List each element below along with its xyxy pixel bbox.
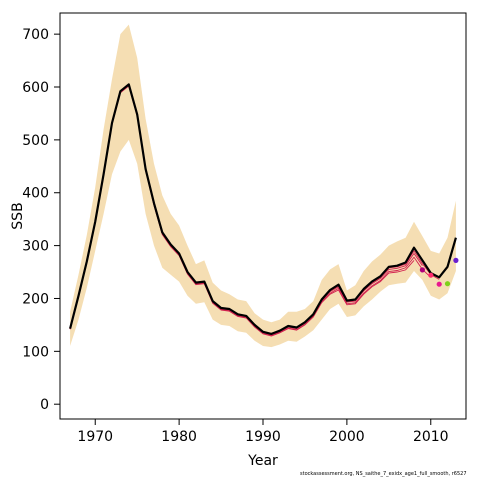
retro-line-2: [69, 85, 415, 337]
retro-endpoint-3: [436, 281, 442, 287]
y-axis-label: SSB: [10, 202, 26, 229]
y-axis: 0 100 200 300 400 500 600 700: [22, 27, 60, 413]
y-tick-label-300: 300: [22, 239, 49, 255]
x-axis-label: Year: [247, 453, 278, 469]
confidence-band-layer: [70, 24, 456, 348]
retro-endpoint-4: [444, 281, 451, 287]
y-tick-label-100: 100: [22, 344, 49, 360]
x-tick-label-1980: 1980: [161, 429, 197, 445]
confidence-band: [70, 24, 456, 348]
chart-footnote: stockassessment.org, NS_saithe_7_exidx_a…: [300, 471, 467, 477]
retro-endpoint-5: [453, 257, 459, 263]
x-tick-label-2010: 2010: [413, 429, 449, 445]
main-ssb-line: [69, 83, 457, 335]
y-tick-label-400: 400: [22, 186, 49, 202]
y-tick-label-700: 700: [22, 27, 49, 43]
x-tick-label-1970: 1970: [77, 429, 113, 445]
y-tick-label-600: 600: [22, 80, 49, 96]
x-axis: 1970 1980 1990 2000 2010: [77, 419, 449, 445]
main-line-layer: [69, 83, 457, 335]
retro-endpoint-2: [419, 267, 425, 273]
retro-endpoints-layer: [419, 257, 459, 287]
y-tick-label-200: 200: [22, 291, 49, 307]
y-tick-label-500: 500: [22, 133, 49, 149]
retro-endpoint-1: [428, 272, 434, 278]
y-tick-label-0: 0: [40, 397, 49, 413]
x-tick-label-1990: 1990: [245, 429, 281, 445]
x-tick-label-2000: 2000: [329, 429, 365, 445]
